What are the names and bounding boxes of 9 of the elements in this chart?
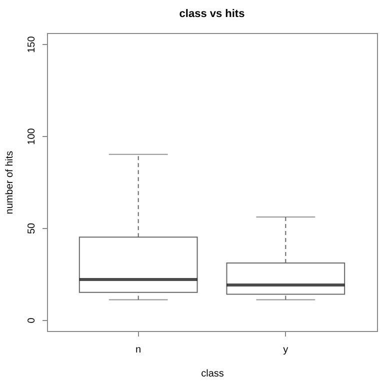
y-tick-label: 0 xyxy=(26,317,38,324)
y-axis-title: number of hits xyxy=(4,150,16,214)
x-tick-label: n xyxy=(136,344,142,356)
x-tick-label: y xyxy=(283,344,288,356)
y-tick-label: 100 xyxy=(26,128,38,145)
x-axis-title: class xyxy=(201,368,224,380)
chart-title: class vs hits xyxy=(179,8,245,20)
y-tick-label: 150 xyxy=(26,36,38,53)
y-tick-label: 50 xyxy=(26,222,38,234)
